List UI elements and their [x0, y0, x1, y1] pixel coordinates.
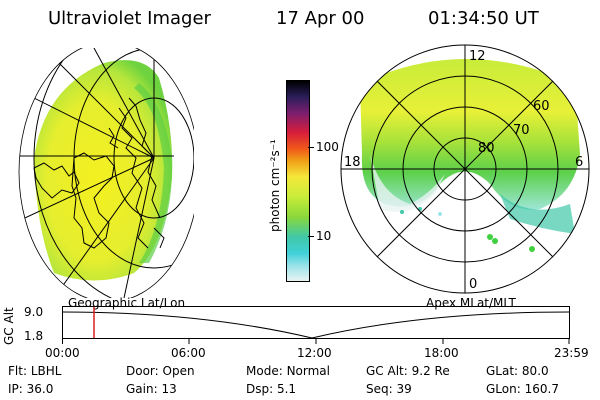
info-glon: GLon: 160.7 [486, 382, 559, 396]
polar-mlt-plot: 12 18 6 0 60 70 80 [340, 44, 590, 294]
x-tick-0000: 00:00 [45, 346, 80, 360]
lat-label-80: 80 [478, 141, 495, 156]
info-mode: Mode: Normal [246, 364, 330, 378]
colorbar-unit-label: photon cm⁻²s⁻¹ [268, 139, 282, 232]
info-gc-alt: GC Alt: 9.2 Re [366, 364, 450, 378]
mlt-label-12: 12 [469, 49, 486, 64]
timeline-y-tick-1-8: 1.8 [24, 329, 44, 343]
x-tick-0600: 06:00 [171, 346, 206, 360]
x-tick-1200: 12:00 [297, 346, 332, 360]
colorbar-tick-label-100: 100 [316, 140, 339, 154]
info-gain: Gain: 13 [126, 382, 177, 396]
date-label: 17 Apr 00 [276, 8, 365, 29]
lat-label-70: 70 [513, 123, 530, 138]
colorbar-tick-label-10: 10 [316, 229, 332, 243]
altitude-timeline [62, 306, 571, 344]
mlt-label-0: 0 [469, 277, 477, 292]
timeline-y-tick-9: 9.0 [24, 305, 44, 319]
colorbar-tick [308, 147, 314, 148]
page-title: Ultraviolet Imager [48, 8, 211, 29]
x-tick-1800: 18:00 [424, 346, 459, 360]
time-label: 01:34:50 UT [428, 8, 539, 29]
colorbar [286, 80, 310, 282]
mlt-label-6: 6 [575, 155, 583, 170]
timeline-y-label: GC Alt [2, 307, 16, 345]
info-ip: IP: 36.0 [8, 382, 54, 396]
info-flt: Flt: LBHL [8, 364, 62, 378]
x-tick-2359: 23:59 [554, 346, 589, 360]
info-door: Door: Open [126, 364, 195, 378]
lat-label-60: 60 [533, 99, 550, 114]
geographic-globe-image [18, 48, 194, 298]
info-seq: Seq: 39 [366, 382, 412, 396]
info-dsp: Dsp: 5.1 [246, 382, 297, 396]
colorbar-tick [308, 236, 314, 237]
info-glat: GLat: 80.0 [486, 364, 549, 378]
mlt-label-18: 18 [344, 155, 361, 170]
